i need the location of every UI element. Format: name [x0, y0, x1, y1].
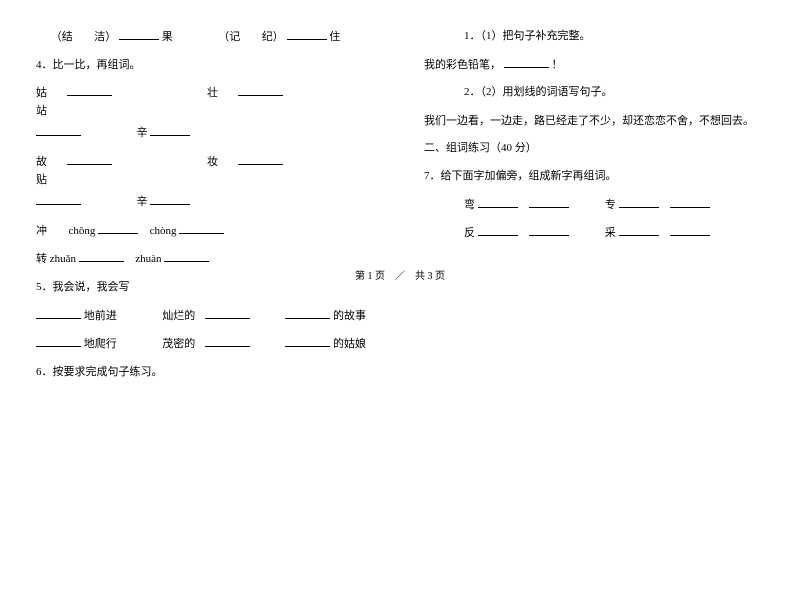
blank — [150, 193, 190, 205]
compare-row: 姑 壮 站 — [36, 84, 376, 120]
text: （结 — [51, 31, 73, 43]
page-footer: 第 1 页 ／ 共 3 页 — [0, 267, 800, 282]
word-row: 反 采 — [424, 224, 764, 243]
char: 妆 — [207, 156, 218, 168]
blank — [79, 250, 124, 262]
char: 辛 — [137, 127, 148, 139]
sentence-2: 我们一边看，一边走，路已经走了不少，却还恋恋不舍，不想回去。 — [424, 112, 764, 131]
pinyin: chòng — [150, 225, 177, 237]
sentence-1: 我的彩色铅笔， ！ — [424, 56, 764, 75]
blank — [119, 28, 159, 40]
blank — [98, 222, 138, 234]
text: 地前进 — [84, 310, 117, 322]
blank — [67, 153, 112, 165]
fill-row: 地爬行 茂密的 的姑娘 — [36, 335, 376, 354]
compare-row: 冲 chōng chòng — [36, 222, 376, 241]
char: 故 — [36, 156, 47, 168]
char: 反 — [464, 227, 475, 239]
char: 壮 — [207, 87, 218, 99]
compare-row: 辛 — [36, 193, 376, 212]
text: 纪） — [262, 31, 284, 43]
blank — [478, 224, 518, 236]
fill-row: 地前进 灿烂的 的故事 — [36, 307, 376, 326]
blank — [36, 124, 81, 136]
text: 地爬行 — [84, 338, 117, 350]
page-columns: （结 洁） 果 （记 纪） 住 4．比一比，再组词。 姑 壮 站 — [0, 0, 800, 391]
word-row: 弯 专 — [424, 196, 764, 215]
question-1-1: 1．（1）把句子补充完整。 — [424, 28, 764, 46]
blank — [529, 224, 569, 236]
char: 专 — [605, 199, 616, 211]
blank — [478, 196, 518, 208]
choice-line: （结 洁） 果 （记 纪） 住 — [36, 28, 376, 47]
text: 住 — [329, 31, 340, 43]
question-4: 4．比一比，再组词。 — [36, 57, 376, 75]
blank — [619, 224, 659, 236]
blank — [285, 307, 330, 319]
right-column: 1．（1）把句子补充完整。 我的彩色铅笔， ！ 2．（2）用划线的词语写句子。 … — [400, 28, 764, 391]
pinyin: chōng — [69, 225, 96, 237]
text: 果 — [162, 31, 173, 43]
question-1-2: 2．（2）用划线的词语写句子。 — [424, 84, 764, 102]
blank — [238, 153, 283, 165]
question-6: 6．按要求完成句子练习。 — [36, 364, 376, 382]
blank — [164, 250, 209, 262]
blank — [36, 335, 81, 347]
text: 灿烂的 — [162, 310, 195, 322]
text: 我的彩色铅笔， — [424, 59, 501, 71]
text: 的故事 — [333, 310, 366, 322]
char: 弯 — [464, 199, 475, 211]
blank — [150, 124, 190, 136]
blank — [285, 335, 330, 347]
blank — [287, 28, 327, 40]
text: （记 — [218, 31, 240, 43]
blank — [205, 335, 250, 347]
char: 转 zhuǎn — [36, 253, 76, 265]
char: 冲 — [36, 225, 47, 237]
left-column: （结 洁） 果 （记 纪） 住 4．比一比，再组词。 姑 壮 站 — [36, 28, 400, 391]
blank — [619, 196, 659, 208]
char: 贴 — [36, 174, 47, 186]
section-2-title: 二、组词练习（40 分） — [424, 140, 764, 158]
compare-row: 故 妆 贴 — [36, 153, 376, 189]
question-7: 7．给下面字加偏旁，组成新字再组词。 — [424, 168, 764, 186]
blank — [36, 193, 81, 205]
blank — [529, 196, 569, 208]
char: 站 — [36, 105, 47, 117]
blank — [504, 56, 549, 68]
text: 茂密的 — [162, 338, 195, 350]
text: 的姑娘 — [333, 338, 366, 350]
char: 辛 — [137, 196, 148, 208]
blank — [670, 196, 710, 208]
blank — [179, 222, 224, 234]
blank — [238, 84, 283, 96]
text: 洁） — [94, 31, 116, 43]
text: ！ — [552, 59, 563, 71]
char: 采 — [605, 227, 616, 239]
compare-row: 辛 — [36, 124, 376, 143]
pinyin: zhuàn — [135, 253, 161, 265]
blank — [670, 224, 710, 236]
blank — [67, 84, 112, 96]
char: 姑 — [36, 87, 47, 99]
blank — [36, 307, 81, 319]
blank — [205, 307, 250, 319]
